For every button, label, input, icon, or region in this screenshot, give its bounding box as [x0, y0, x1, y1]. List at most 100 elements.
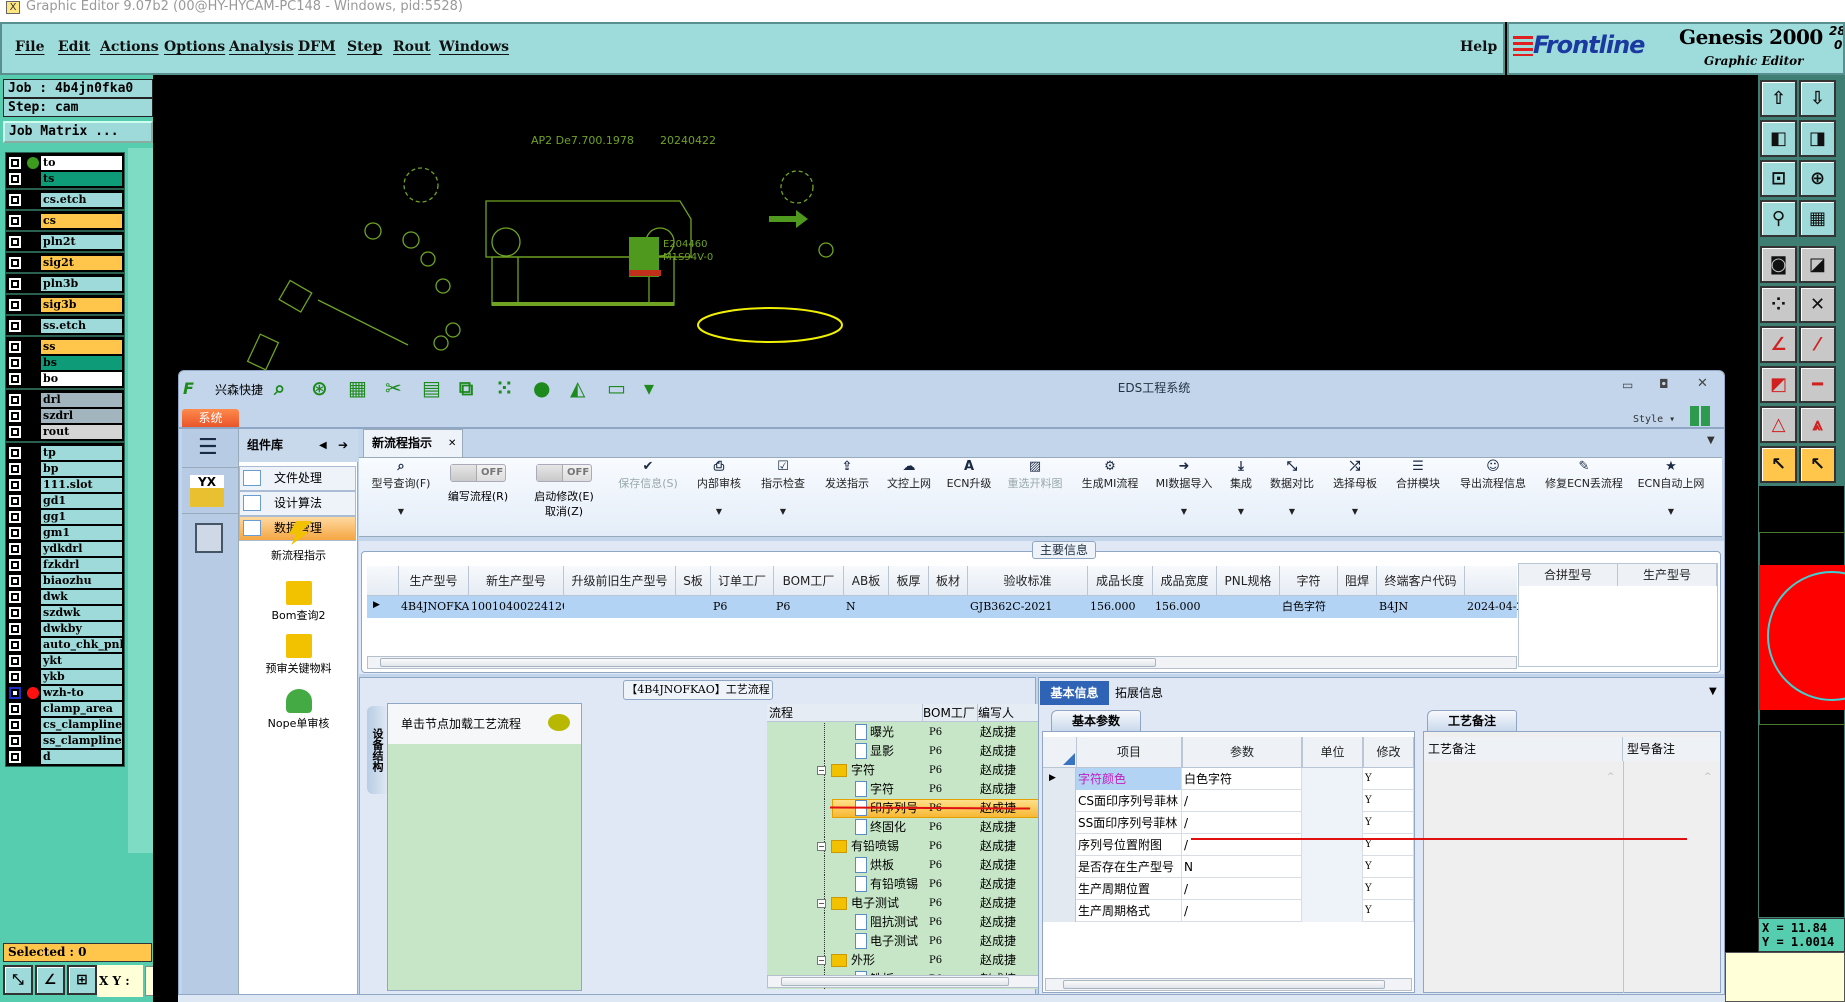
- tab-basic-params[interactable]: 基本参数: [1051, 710, 1141, 731]
- select-all-corner[interactable]: [367, 566, 399, 596]
- layer-name[interactable]: ts: [41, 172, 122, 186]
- chevron-down-icon[interactable]: ▼: [1667, 507, 1675, 516]
- layer-visibility-checkbox[interactable]: [9, 735, 21, 747]
- ribbon-collapse-icon[interactable]: ▼: [1707, 435, 1715, 446]
- triangle-tool-icon[interactable]: △: [1760, 406, 1797, 443]
- layer-row[interactable]: to: [7, 155, 123, 171]
- layer-visibility-checkbox[interactable]: [9, 320, 21, 332]
- tree-label[interactable]: 曝光: [870, 725, 895, 739]
- chart-quick-icon[interactable]: ◭: [570, 376, 586, 400]
- layer-visibility-checkbox[interactable]: [9, 447, 21, 459]
- nav-item[interactable]: Bom查询2: [271, 609, 326, 622]
- layer-name[interactable]: bs: [41, 356, 122, 370]
- tree-label[interactable]: 阻抗测试: [870, 915, 919, 929]
- tree-label[interactable]: 外形: [851, 953, 876, 967]
- layer-row[interactable]: dwkby: [7, 621, 123, 637]
- layer-row[interactable]: gd1: [7, 493, 123, 509]
- connect-nodes-tool-icon[interactable]: ⁘: [1760, 286, 1797, 323]
- layer-visibility-checkbox[interactable]: [9, 607, 21, 619]
- chevron-down-icon[interactable]: ▼: [715, 507, 723, 516]
- layer-name[interactable]: to: [41, 156, 122, 170]
- menu-step[interactable]: Step: [347, 39, 383, 55]
- tree-label[interactable]: 字符: [870, 782, 895, 796]
- layer-name[interactable]: szdrl: [41, 409, 122, 423]
- select-area-tool-icon[interactable]: ◪: [1799, 246, 1836, 283]
- search-quick-icon[interactable]: ⌕: [274, 376, 286, 400]
- layer-name[interactable]: fzkdrl: [41, 558, 122, 572]
- param-cell-param[interactable]: /: [1182, 900, 1302, 922]
- collapse-toggle-icon[interactable]: −: [817, 766, 826, 775]
- layer-visibility-checkbox[interactable]: [9, 236, 21, 248]
- ribbon-button[interactable]: ☁ 文控上网: [887, 459, 931, 491]
- layer-row[interactable]: pln2t: [7, 234, 123, 250]
- layer-name[interactable]: tp: [41, 446, 122, 460]
- layer-name[interactable]: gm1: [41, 526, 122, 540]
- factory-module-icon[interactable]: YX: [190, 475, 224, 507]
- param-row[interactable]: ▶ 字符颜色 白色字符 Y: [1043, 768, 1414, 790]
- menu-help[interactable]: Help: [1460, 39, 1498, 55]
- model-notes-scroll-up-icon[interactable]: ^: [1704, 772, 1712, 782]
- tree-label[interactable]: 显影: [870, 744, 895, 758]
- layer-visibility-checkbox[interactable]: [9, 751, 21, 763]
- layer-name[interactable]: gg1: [41, 510, 122, 524]
- param-cell-param[interactable]: /: [1182, 790, 1302, 812]
- layer-row[interactable]: ykt: [7, 653, 123, 669]
- layer-name[interactable]: ss.etch: [41, 319, 122, 333]
- layer-row[interactable]: auto_chk_pnl: [7, 637, 123, 653]
- column-header[interactable]: 板材: [929, 566, 968, 595]
- job-matrix-button[interactable]: Job Matrix ...: [3, 121, 153, 143]
- layer-row[interactable]: ss: [7, 339, 123, 355]
- zoom-fit-tool-icon[interactable]: ⊡: [1760, 160, 1797, 197]
- cut-tool-icon[interactable]: ━: [1799, 366, 1836, 403]
- layer-name[interactable]: cs.etch: [41, 193, 122, 207]
- tab-new-flow[interactable]: 新流程指示 ✕: [363, 429, 463, 457]
- table-quick-icon[interactable]: ▦: [348, 376, 367, 400]
- layer-name[interactable]: 111.slot: [41, 478, 122, 492]
- ribbon-button[interactable]: ⤡ 数据对比 ▼: [1270, 459, 1314, 516]
- layer-row[interactable]: ts: [7, 171, 123, 187]
- column-header[interactable]: 参数: [1182, 737, 1302, 767]
- collapse-toggle-icon[interactable]: −: [817, 842, 826, 851]
- layer-row[interactable]: 111.slot: [7, 477, 123, 493]
- layer-visibility-checkbox[interactable]: [9, 479, 21, 491]
- menu-file[interactable]: File: [15, 39, 45, 55]
- layer-row[interactable]: bp: [7, 461, 123, 477]
- param-row[interactable]: 生产周期格式 / Y: [1043, 900, 1414, 922]
- nav-item[interactable]: 预审关键物料: [265, 662, 332, 675]
- nav-prev-icon[interactable]: ◀: [319, 440, 327, 451]
- monitor-quick-icon[interactable]: ▭: [607, 376, 626, 400]
- layer-name[interactable]: ss: [41, 340, 122, 354]
- layer-name[interactable]: ykb: [41, 670, 122, 684]
- nav-pin-icon[interactable]: ➔: [338, 438, 349, 452]
- column-header[interactable]: 修改: [1363, 737, 1414, 767]
- more-quick-icon[interactable]: ▾: [644, 376, 655, 400]
- column-header[interactable]: BOM工厂: [923, 704, 978, 722]
- param-row[interactable]: 是否存在生产型号 N Y: [1043, 856, 1414, 878]
- layer-visibility-checkbox[interactable]: [9, 655, 21, 667]
- maximize-button[interactable]: ◘: [1659, 377, 1669, 391]
- pointer-tool-icon[interactable]: ↖: [1760, 446, 1797, 483]
- layer-visibility-checkbox[interactable]: [9, 341, 21, 353]
- column-header[interactable]: 升级前旧生产型号: [564, 566, 676, 595]
- param-cell-param[interactable]: /: [1182, 878, 1302, 900]
- layer-visibility-checkbox[interactable]: [9, 543, 21, 555]
- layer-visibility-checkbox[interactable]: [9, 575, 21, 587]
- grid-tool-icon[interactable]: ▦: [1799, 200, 1836, 237]
- layer-row[interactable]: sig3b: [7, 297, 123, 313]
- layer-row[interactable]: ydkdrl: [7, 541, 123, 557]
- layer-name[interactable]: cs: [41, 214, 122, 228]
- layer-row[interactable]: cs: [7, 213, 123, 229]
- layer-row[interactable]: drl: [7, 392, 123, 408]
- ribbon-button[interactable]: ▨ 重选开料图: [1008, 459, 1063, 491]
- layer-visibility-checkbox[interactable]: [9, 559, 21, 571]
- pad-move-tool-icon[interactable]: ◩: [1760, 366, 1797, 403]
- select-all-corner[interactable]: [1063, 753, 1075, 765]
- column-header[interactable]: 字符: [1280, 566, 1338, 595]
- layer-visibility-checkbox[interactable]: [9, 463, 21, 475]
- layer-name[interactable]: drl: [41, 393, 122, 407]
- params-hscroll[interactable]: [1045, 978, 1412, 991]
- ribbon-button[interactable]: ⤓ 集成 ▼: [1230, 459, 1252, 516]
- layer-row[interactable]: pln3b: [7, 276, 123, 292]
- param-row[interactable]: 生产周期位置 / Y: [1043, 878, 1414, 900]
- grid-quick-icon[interactable]: ⁙: [496, 376, 513, 400]
